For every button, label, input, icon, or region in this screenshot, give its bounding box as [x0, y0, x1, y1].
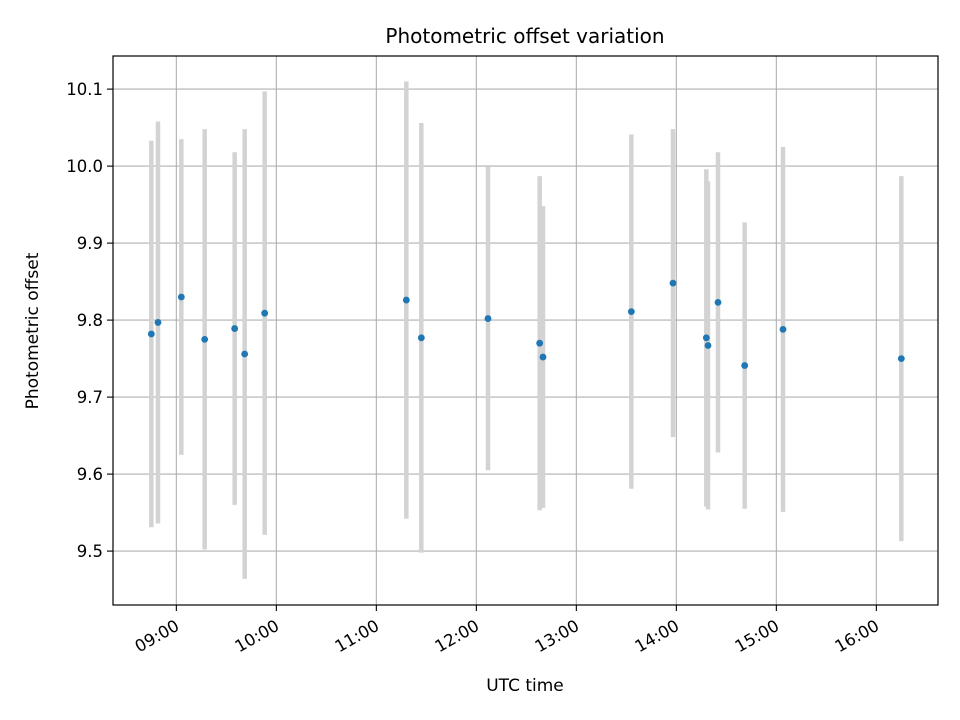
- data-point: [484, 315, 492, 322]
- data-point: [714, 298, 722, 306]
- data-point: [241, 350, 249, 358]
- y-tick-label: 9.7: [77, 388, 103, 407]
- data-points: [147, 279, 905, 369]
- x-axis-title: UTC time: [486, 676, 564, 696]
- data-point: [147, 330, 155, 338]
- data-point: [897, 355, 905, 363]
- y-axis-title: Photometric offset: [23, 252, 43, 409]
- data-point: [702, 334, 710, 342]
- data-point: [669, 279, 677, 287]
- data-point: [417, 334, 425, 342]
- data-point: [201, 335, 209, 343]
- chart-title: Photometric offset variation: [385, 24, 664, 48]
- data-point: [741, 362, 749, 369]
- data-point: [231, 325, 239, 332]
- plot-frame: [112, 55, 939, 606]
- y-tick-label: 10.1: [66, 80, 103, 99]
- y-tick-label: 9.5: [77, 542, 103, 561]
- y-axis-ticks: 9.5 9.6 9.7 9.8 9.9 10.0 10.1: [66, 80, 113, 561]
- data-point: [779, 325, 787, 333]
- data-point: [154, 319, 162, 326]
- y-tick-label: 10.0: [66, 157, 103, 176]
- data-point: [536, 339, 544, 347]
- data-point: [539, 353, 547, 361]
- data-point: [177, 293, 185, 301]
- data-point: [402, 296, 410, 304]
- data-point: [627, 308, 635, 316]
- y-tick-label: 9.6: [77, 465, 103, 484]
- y-tick-label: 9.9: [77, 234, 103, 253]
- data-point: [704, 342, 712, 349]
- grid: [113, 56, 938, 605]
- data-point: [261, 309, 269, 317]
- y-tick-label: 9.8: [77, 311, 103, 330]
